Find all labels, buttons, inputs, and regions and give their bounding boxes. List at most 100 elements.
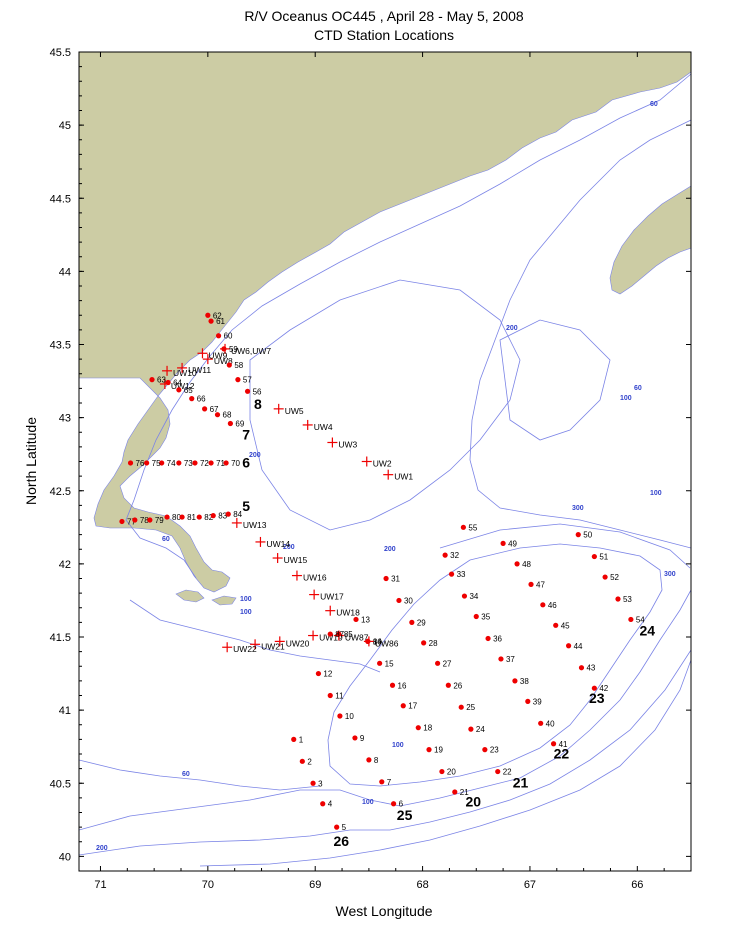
ctd-station: 61 (208, 317, 226, 326)
contour-label: 100 (620, 395, 632, 402)
ctd-station: 20 (439, 768, 456, 777)
ctd-station: 74 (159, 459, 176, 468)
station-label: 78 (140, 516, 149, 525)
ctd-station: 29 (409, 618, 426, 627)
contour-label: 300 (572, 505, 584, 512)
transect-label: 7 (242, 427, 250, 443)
station-dot (445, 682, 451, 688)
underway-station: UW1 (383, 469, 413, 482)
station-dot (468, 726, 474, 732)
station-label: 66 (197, 395, 206, 404)
station-dot (575, 532, 581, 538)
underway-label: UW5 (285, 406, 304, 416)
station-dot (540, 602, 546, 608)
underway-station: UW9 (197, 348, 228, 360)
station-dot (452, 789, 458, 795)
ctd-station: 84 (225, 510, 243, 519)
station-label: 38 (520, 677, 529, 686)
underway-station: UW3 (327, 437, 358, 449)
station-label: 7 (387, 778, 392, 787)
ctd-station: 41 (550, 740, 568, 749)
station-dot (514, 561, 520, 567)
ctd-station: 5 (334, 823, 347, 832)
station-label: 50 (583, 531, 592, 540)
station-dot (421, 640, 427, 646)
ctd-station: 86 (365, 637, 382, 646)
underway-label: UW4 (314, 422, 333, 432)
station-label: 79 (155, 516, 164, 525)
station-dot (192, 460, 198, 466)
contour-label: 200 (506, 325, 518, 332)
transect-label: 21 (513, 775, 529, 791)
transect-label: 23 (589, 690, 605, 706)
station-label: 23 (490, 746, 499, 755)
x-axis: 71 70 69 68 67 66 (94, 52, 665, 891)
station-dot (210, 513, 216, 519)
ctd-station: 34 (461, 592, 479, 601)
station-label: 4 (328, 800, 333, 809)
ctd-station: 33 (448, 570, 466, 579)
ctd-station: 56 (244, 387, 262, 396)
station-dot (337, 713, 343, 719)
chart-title: R/V Oceanus OC445 , April 28 - May 5, 20… (244, 8, 524, 24)
ctd-station: 7 (379, 778, 392, 787)
underway-station: UW15 (272, 553, 308, 565)
station-dot (538, 720, 544, 726)
station-label: 35 (481, 613, 490, 622)
ctd-station: 76 (127, 459, 145, 468)
station-dot (473, 613, 479, 620)
station-label: 21 (460, 788, 469, 797)
station-dot (226, 362, 232, 368)
station-label: 74 (167, 459, 176, 468)
underway-station: UW8 (202, 354, 233, 366)
station-label: 67 (210, 405, 219, 414)
bathymetry-contours (79, 73, 691, 867)
ctd-station: 22 (495, 768, 512, 777)
station-dot (498, 656, 504, 662)
y-tick-label: 43 (59, 413, 71, 425)
station-dot (327, 631, 333, 637)
station-dot (223, 460, 229, 466)
underway-label: UW16 (303, 573, 327, 583)
ctd-station: 39 (525, 697, 542, 706)
contour-200-shelf (79, 649, 691, 856)
ctd-station: 65 (176, 386, 193, 395)
station-label: 5 (342, 823, 347, 832)
station-dot (553, 622, 559, 628)
station-dot (315, 670, 322, 677)
station-dot (336, 631, 342, 637)
station-dot (566, 643, 572, 649)
station-dot (591, 685, 597, 691)
station-label: 63 (157, 376, 166, 385)
underway-label: UW12 (171, 381, 195, 391)
ctd-station: 2 (299, 757, 312, 766)
contour-label: 200 (249, 452, 261, 459)
y-tick-label: 42.5 (50, 486, 71, 498)
ctd-station: 11 (327, 692, 344, 701)
station-label: 17 (408, 702, 417, 711)
x-axis-label: West Longitude (335, 903, 432, 919)
station-label: 32 (450, 551, 459, 560)
ctd-station: 26 (445, 681, 463, 690)
station-label: 85 (344, 630, 353, 639)
station-label: 40 (546, 719, 555, 728)
ctd-station: 38 (512, 677, 529, 686)
ctd-station: 51 (591, 553, 609, 562)
map-body: 60 60 60 60 100 100 100 100 100 100 200 … (79, 52, 691, 867)
ctd-station: 30 (396, 596, 413, 605)
ctd-station: 36 (485, 634, 503, 643)
transect-label: 22 (554, 745, 570, 761)
x-tick-label: 71 (94, 879, 106, 891)
x-tick-label: 68 (416, 879, 428, 891)
ctd-station: 18 (415, 724, 433, 733)
land-nova-scotia (609, 185, 691, 295)
y-axis-label: North Latitude (23, 417, 39, 505)
ctd-station: 77 (119, 517, 136, 526)
station-label: 42 (599, 684, 608, 693)
chart-subtitle: CTD Station Locations (314, 27, 454, 43)
station-label: 30 (404, 596, 413, 605)
x-tick-label: 70 (202, 879, 214, 891)
